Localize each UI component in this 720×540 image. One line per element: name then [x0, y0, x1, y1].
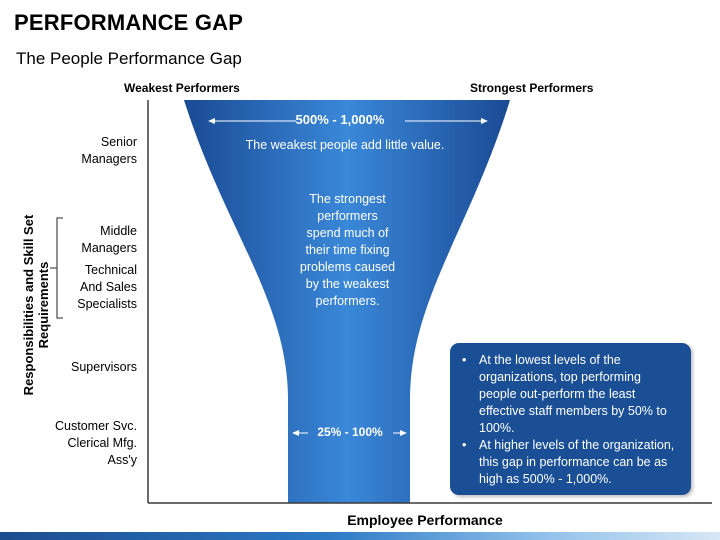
bullet-icon: • — [462, 353, 467, 367]
callout-bullet: • At higher levels of the organization, t… — [462, 437, 681, 488]
level-line: Clerical Mfg. — [67, 436, 137, 450]
note-line: their time fixing — [305, 243, 390, 257]
strong-performers-note: The strongest performers spend much of t… — [285, 191, 410, 310]
level-line: Middle — [100, 224, 137, 238]
note-line: by the weakest — [305, 277, 390, 291]
level-technical-sales: Technical And Sales Specialists — [77, 262, 137, 313]
level-line: Supervisors — [71, 360, 137, 374]
performance-funnel — [184, 100, 510, 503]
level-line: Ass'y — [107, 453, 137, 467]
note-line: problems caused — [299, 260, 396, 274]
callout-bullet-text: At higher levels of the organization, th… — [479, 438, 675, 486]
page-title: PERFORMANCE GAP — [14, 10, 244, 35]
bullet-icon: • — [462, 438, 467, 452]
note-line: The strongest — [309, 192, 386, 206]
note-line: performers. — [315, 294, 380, 308]
bottom-range-label: 25% - 100% — [317, 425, 383, 439]
level-line: Managers — [81, 152, 137, 166]
level-middle-managers: Middle Managers — [81, 223, 137, 257]
level-line: Managers — [81, 241, 137, 255]
footer-gradient-band — [0, 532, 720, 540]
note-line: spend much of — [306, 226, 389, 240]
callout-list: • At the lowest levels of the organizatio… — [460, 352, 681, 488]
x-axis-label: Employee Performance — [347, 512, 503, 528]
y-axis-label: Responsibilities and Skill Set Requireme… — [21, 214, 51, 396]
callout-box: • At the lowest levels of the organizatio… — [450, 343, 691, 495]
level-supervisors: Supervisors — [71, 359, 137, 376]
strongest-performers-label: Strongest Performers — [470, 81, 594, 95]
level-line: And Sales — [80, 280, 137, 294]
level-line: Technical — [84, 263, 137, 277]
top-range-arrow — [208, 118, 488, 124]
level-group-bracket — [50, 217, 63, 319]
top-range-label: 500% - 1,000% — [295, 112, 385, 127]
level-customer-clerical: Customer Svc. Clerical Mfg. Ass'y — [55, 418, 137, 469]
callout-bullet-text: At the lowest levels of the organization… — [479, 353, 667, 435]
bottom-range-arrow — [292, 430, 407, 436]
note-line: performers — [317, 209, 378, 223]
level-line: Specialists — [77, 297, 137, 311]
callout-bullet: • At the lowest levels of the organizatio… — [462, 352, 681, 437]
weak-performers-note: The weakest people add little value. — [245, 138, 445, 152]
weakest-performers-label: Weakest Performers — [124, 81, 240, 95]
level-line: Senior — [100, 135, 137, 149]
page-subtitle: The People Performance Gap — [16, 49, 242, 68]
level-line: Customer Svc. — [55, 419, 137, 433]
level-senior-managers: Senior Managers — [81, 134, 137, 168]
